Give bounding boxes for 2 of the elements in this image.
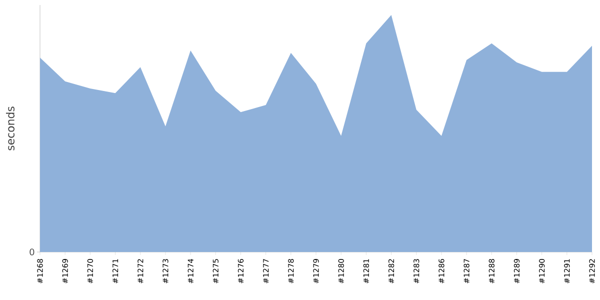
y-axis-title: seconds bbox=[6, 106, 14, 150]
text: 0 bbox=[30, 248, 34, 256]
